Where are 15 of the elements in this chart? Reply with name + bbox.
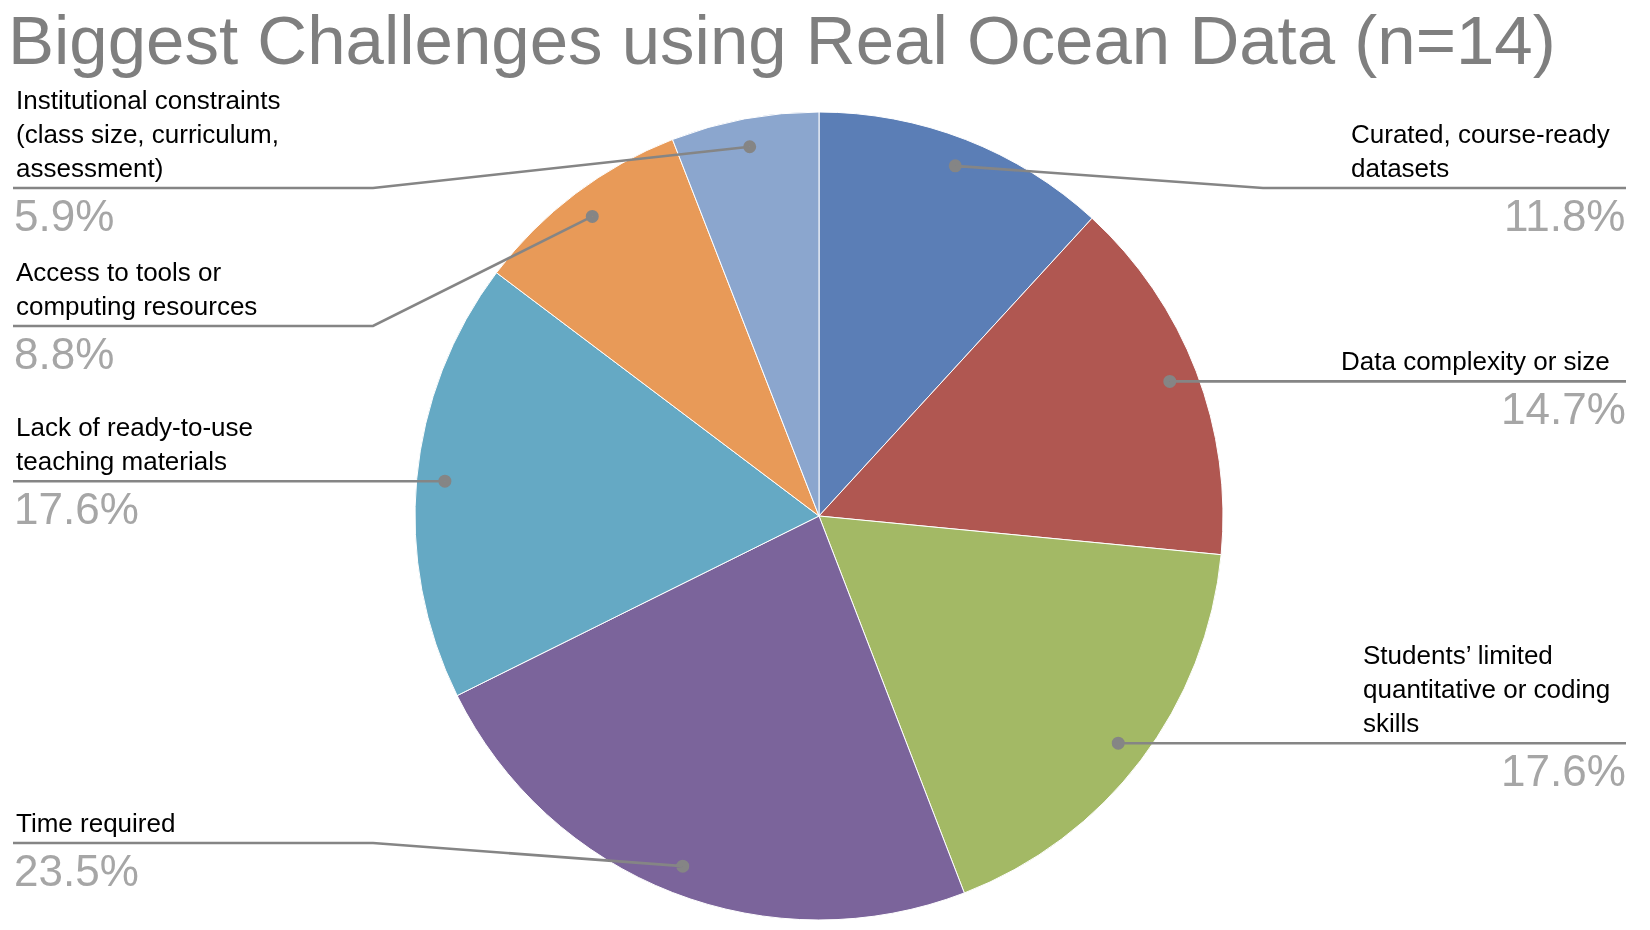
slice-label: Time required xyxy=(16,808,176,838)
data-label: 11.8% xyxy=(1504,191,1626,240)
slice-label: Students’ limited quantitative or coding skills xyxy=(1363,640,1611,738)
chart-title: Biggest Challenges using Real Ocean Data (n=14) xyxy=(8,2,1556,80)
slice-label: Lack of ready-to-use teaching materials xyxy=(16,412,254,476)
data-label: 17.6% xyxy=(14,484,139,533)
data-label: 17.6% xyxy=(1501,746,1626,795)
slice-label: Institutional constraints (class size, curriculum, assessment) xyxy=(16,85,281,183)
slice-label: Curated, course-ready datasets xyxy=(1351,119,1610,183)
data-label: 8.8% xyxy=(14,329,115,378)
slice-label: Access to tools or computing resources xyxy=(16,257,258,321)
data-label: 5.9% xyxy=(14,191,115,240)
data-label: 23.5% xyxy=(14,846,139,895)
slice-label: Data complexity or size xyxy=(1341,346,1610,376)
data-label: 14.7% xyxy=(1501,384,1626,433)
